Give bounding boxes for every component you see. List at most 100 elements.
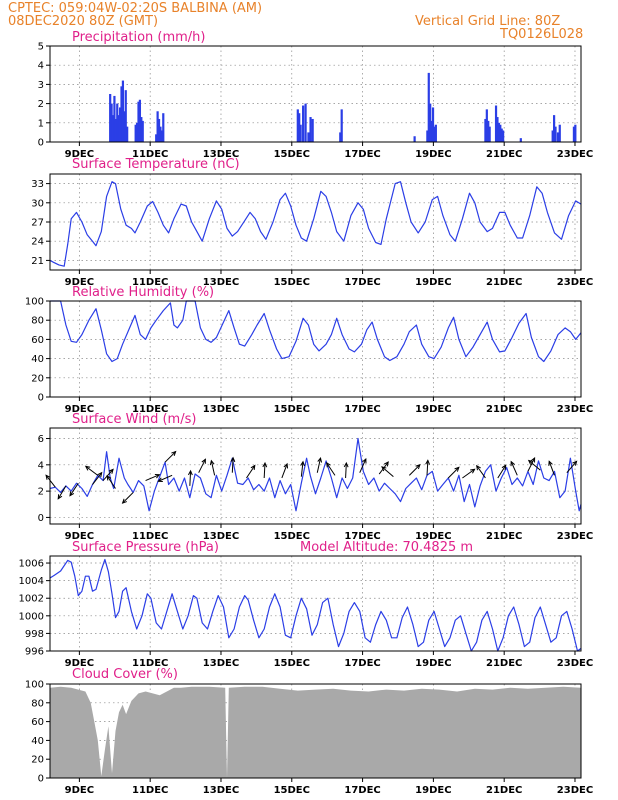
- wind-arrow-head: [154, 473, 161, 479]
- cloud-xtick-label: 15DEC: [274, 785, 310, 796]
- wind-arrow-shaft: [92, 472, 103, 485]
- wind-arrow: [527, 459, 541, 471]
- pressure-xtick-label: 11DEC: [132, 658, 168, 669]
- wind-arrow-shaft: [145, 474, 160, 482]
- panels: 0 1 2 3 4 5 9DEC 11DEC 13DEC 15DEC 17DEC 19DEC 21DEC…: [19, 42, 594, 797]
- pressure-xtick-label: 17DEC: [344, 658, 380, 669]
- wind-arrow-shaft: [528, 460, 541, 471]
- precip-bar: [160, 130, 163, 142]
- wind-arrow: [510, 460, 518, 476]
- cloud-xtick-label: 21DEC: [486, 785, 522, 796]
- wind-arrow-head: [530, 456, 536, 463]
- wind-arrow-head: [300, 460, 305, 467]
- wind-arrow: [548, 460, 555, 476]
- rh-line: [50, 300, 582, 363]
- wind-arrow-head: [171, 450, 177, 456]
- wind-arrow-shaft: [122, 492, 134, 504]
- wind-arrow: [316, 456, 323, 473]
- pressure-ytick-label: 1002: [19, 594, 44, 605]
- wind-arrow-head: [230, 456, 236, 463]
- wind-arrow-shaft: [300, 461, 304, 477]
- precip-bar: [113, 95, 116, 142]
- precip-ytick-label: 4: [38, 61, 44, 72]
- wind-arrow-shaft: [106, 475, 116, 489]
- precip-bar: [311, 118, 314, 142]
- wind-frame: [49, 427, 582, 525]
- precip-bar: [138, 99, 142, 142]
- precip-bar: [309, 117, 312, 142]
- precip-bar: [118, 107, 122, 142]
- wind-arrow-shaft: [359, 458, 367, 473]
- precip-bar: [110, 103, 113, 142]
- wind-panel: 0 2 4 6 9DEC 11DEC 13DEC 15DEC 17DEC 19DEC 21DEC 23…: [38, 427, 593, 542]
- wind-arrow-head: [57, 494, 63, 500]
- wind-arrow: [198, 458, 206, 473]
- precip-bar: [307, 132, 310, 142]
- wind-arrow-head: [97, 471, 103, 478]
- precip-bar: [159, 126, 162, 142]
- run-date-header: 08DEC2020 80Z (GMT): [8, 14, 158, 29]
- wind-arrow-shaft: [548, 461, 555, 476]
- precip-bar: [427, 72, 430, 142]
- rh-ytick-label: 80: [31, 316, 44, 327]
- precip-bar: [126, 126, 129, 142]
- precip-bar: [500, 128, 503, 142]
- wind-ytick-label: 6: [38, 434, 44, 445]
- wind-line: [49, 437, 582, 512]
- temp-xtick-label: 17DEC: [344, 277, 380, 288]
- pressure-ytick-label: 1004: [19, 576, 44, 587]
- rh-xtick-label: 23DEC: [557, 404, 593, 415]
- wind-arrow-shaft: [316, 457, 322, 473]
- wind-arrow-head: [527, 459, 534, 465]
- cloud-xtick-label: 17DEC: [344, 785, 380, 796]
- wind-xtick-label: 13DEC: [203, 531, 239, 542]
- wind-arrow-head: [476, 464, 481, 471]
- precip-bar: [302, 105, 305, 142]
- wind-ytick-label: 4: [38, 460, 44, 471]
- precip-bar: [111, 115, 115, 142]
- cloud-ytick-label: 60: [31, 717, 44, 728]
- wind-arrow-head: [415, 463, 421, 470]
- wind-arrow-head: [470, 468, 476, 474]
- precip-bar: [116, 103, 119, 142]
- temp-xtick-label: 21DEC: [486, 277, 522, 288]
- rh-xtick-label: 17DEC: [344, 404, 380, 415]
- precip-bar: [123, 111, 126, 142]
- wind-arrow-shaft: [566, 460, 577, 474]
- cloud-xtick-label: 11DEC: [132, 785, 168, 796]
- wind-arrow-head: [362, 457, 367, 464]
- precip-bar: [114, 118, 117, 142]
- rh-title: Relative Humidity (%): [72, 285, 214, 300]
- precip-bar: [430, 120, 433, 142]
- precip-ytick-label: 0: [38, 138, 44, 149]
- precip-bar: [551, 130, 554, 142]
- precip-bar: [558, 124, 561, 142]
- precip-bar: [502, 130, 505, 142]
- wind-xtick-label: 11DEC: [132, 531, 168, 542]
- wind-arrow-head: [69, 491, 75, 497]
- cloud-panel: 0 20 40 60 80 100 9DEC 11DEC 13DEC 15DEC 17DEC 19DE…: [25, 680, 593, 797]
- precip-bar: [135, 122, 139, 142]
- wind-arrow: [164, 450, 177, 463]
- precip-xtick-label: 15DEC: [274, 149, 310, 160]
- precip-bar: [574, 124, 577, 142]
- wind-xtick-label: 23DEC: [557, 531, 593, 542]
- precip-xtick-label: 19DEC: [415, 149, 451, 160]
- cloud-xtick-label: 19DEC: [415, 785, 451, 796]
- rh-xtick-label: 21DEC: [486, 404, 522, 415]
- precip-xtick-label: 11DEC: [132, 149, 168, 160]
- precip-bar: [298, 113, 301, 142]
- pressure-xtick-label: 21DEC: [486, 658, 522, 669]
- pressure-ytick-label: 1006: [19, 559, 44, 570]
- precip-bar: [484, 118, 487, 142]
- precip-bar: [556, 132, 560, 142]
- temp-ytick-label: 30: [31, 198, 44, 209]
- wind-arrow-head: [108, 468, 114, 474]
- wind-arrow: [246, 464, 256, 479]
- model-altitude-label: Model Altitude: 70.4825 m: [300, 540, 473, 555]
- wind-arrow-shaft: [246, 465, 256, 479]
- wind-arrow-head: [454, 466, 460, 472]
- wind-arrow-shaft: [164, 451, 177, 463]
- model-id: TQ0126L028: [499, 27, 583, 42]
